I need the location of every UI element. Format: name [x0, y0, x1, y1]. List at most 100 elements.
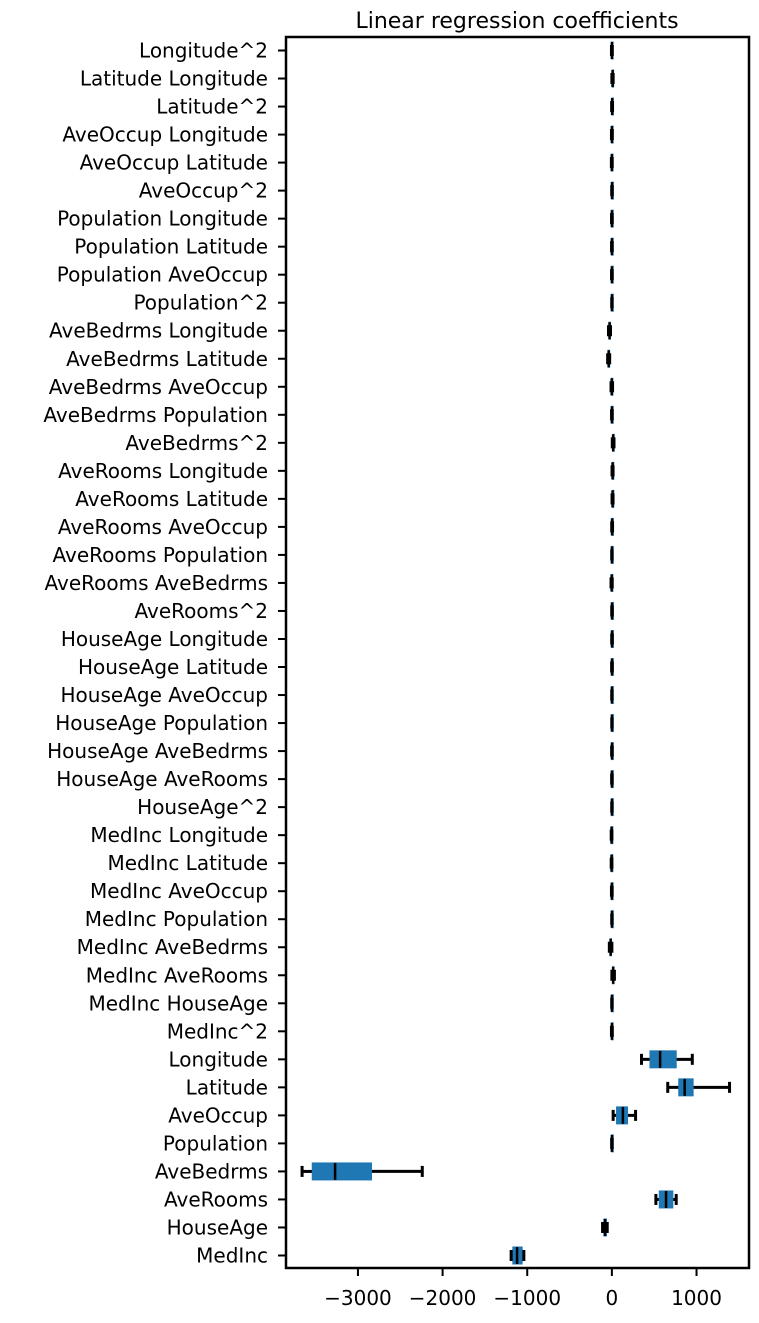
x-tick-label: 1000 [671, 1286, 722, 1310]
box-group [610, 209, 614, 228]
box-group [609, 882, 614, 901]
y-tick-label: MedInc AveOccup [90, 879, 268, 903]
box [678, 1078, 694, 1097]
y-tick-label: AveRooms Population [53, 543, 268, 567]
x-tick-label: 0 [606, 1286, 619, 1310]
box-group [610, 517, 615, 536]
box-group [610, 293, 614, 312]
y-tick-label: Population AveOccup [57, 263, 268, 287]
y-tick-label: AveBedrms [155, 1159, 268, 1183]
box-group [666, 1078, 732, 1097]
y-tick-label: Latitude Longitude [80, 67, 268, 91]
y-tick-label: Longitude [169, 1047, 268, 1071]
box-group [610, 181, 614, 200]
box-group [610, 686, 614, 705]
box-group [609, 377, 615, 396]
box-group [610, 97, 615, 116]
box-group [610, 658, 614, 677]
y-tick-label: Population Longitude [57, 207, 268, 231]
y-tick-label: AveBedrms Population [43, 403, 268, 427]
box-group [610, 433, 616, 452]
box-group [610, 69, 615, 88]
y-tick-label: MedInc Population [85, 907, 268, 931]
y-tick-label: Population [163, 1131, 268, 1155]
y-tick-label: Latitude [186, 1075, 268, 1099]
box [649, 1050, 677, 1069]
y-tick-label: HouseAge Population [55, 711, 268, 735]
y-tick-label: AveRooms^2 [134, 599, 268, 623]
box-group [606, 321, 613, 340]
y-tick-label: HouseAge AveRooms [56, 767, 268, 791]
box-group [611, 1106, 638, 1125]
y-tick-label: Latitude^2 [156, 95, 268, 119]
y-tick-label: AveRooms [164, 1187, 268, 1211]
y-tick-label: Population Latitude [74, 235, 268, 259]
box-group [610, 461, 615, 480]
y-tick-label: AveBedrms AveOccup [49, 375, 268, 399]
boxes-layer [300, 41, 732, 1265]
y-tick-label: Population^2 [133, 291, 268, 315]
box-group [609, 826, 614, 845]
box-group [609, 41, 614, 60]
box-group [610, 545, 614, 564]
y-tick-label: AveOccup^2 [139, 179, 268, 203]
box-group [300, 1162, 424, 1181]
box-group [610, 770, 614, 789]
y-tick-label: MedInc AveRooms [86, 963, 268, 987]
y-tick-label: HouseAge^2 [137, 795, 268, 819]
x-tick-label: −2000 [409, 1286, 477, 1310]
box-group [609, 854, 614, 873]
plot-frame [284, 35, 751, 1270]
box-group [601, 1218, 609, 1237]
box-group [610, 629, 614, 648]
box-group [610, 742, 614, 761]
box-group [606, 349, 612, 368]
y-tick-label: HouseAge AveOccup [61, 683, 268, 707]
y-tick-label: AveRooms Latitude [75, 487, 268, 511]
y-tick-label: MedInc HouseAge [88, 991, 268, 1015]
box-group [610, 405, 614, 424]
box-group [607, 938, 614, 957]
y-tick-label: HouseAge AveBedrms [47, 739, 268, 763]
box-group [610, 237, 614, 256]
box-group [610, 798, 614, 817]
box-group [610, 994, 614, 1013]
y-tick-label: HouseAge Latitude [78, 655, 268, 679]
y-tick-label: MedInc Latitude [108, 851, 269, 875]
y-tick-label: AveBedrms Longitude [49, 319, 268, 343]
box-group [609, 573, 614, 592]
y-tick-label: MedInc Longitude [90, 823, 268, 847]
x-axis: −3000 −2000 −1000 0 1000 [324, 1268, 722, 1310]
x-tick-label: −3000 [324, 1286, 392, 1310]
y-tick-label: AveOccup Longitude [62, 123, 268, 147]
y-tick-label: AveBedrms^2 [125, 431, 268, 455]
box-group [610, 601, 614, 620]
box-group [610, 489, 615, 508]
y-tick-label: HouseAge [167, 1215, 268, 1239]
box-group [609, 1022, 614, 1041]
y-tick-label: AveOccup [168, 1103, 268, 1127]
y-tick-label: MedInc AveBedrms [77, 935, 268, 959]
box-group [610, 966, 616, 985]
y-tick-label: AveRooms AveBedrms [44, 571, 268, 595]
chart-title: Linear regression coefficients [355, 9, 678, 34]
y-tick-label: MedInc^2 [167, 1019, 268, 1043]
box-group [654, 1190, 678, 1209]
box-group [610, 1134, 614, 1153]
box-group [609, 125, 614, 144]
y-tick-label: MedInc [196, 1244, 268, 1268]
y-tick-label: AveOccup Latitude [80, 151, 268, 175]
y-tick-label: HouseAge Longitude [61, 627, 268, 651]
y-tick-label: AveRooms AveOccup [58, 515, 268, 539]
y-axis: Longitude^2 Latitude Longitude Latitude^2 A… [43, 39, 286, 1268]
y-tick-label: AveBedrms Latitude [66, 347, 268, 371]
box-group [610, 714, 614, 733]
box [311, 1162, 372, 1181]
x-tick-label: −1000 [493, 1286, 561, 1310]
box-group [610, 265, 614, 284]
box-group [509, 1246, 526, 1265]
box-group [610, 910, 614, 929]
box-group [640, 1050, 694, 1069]
